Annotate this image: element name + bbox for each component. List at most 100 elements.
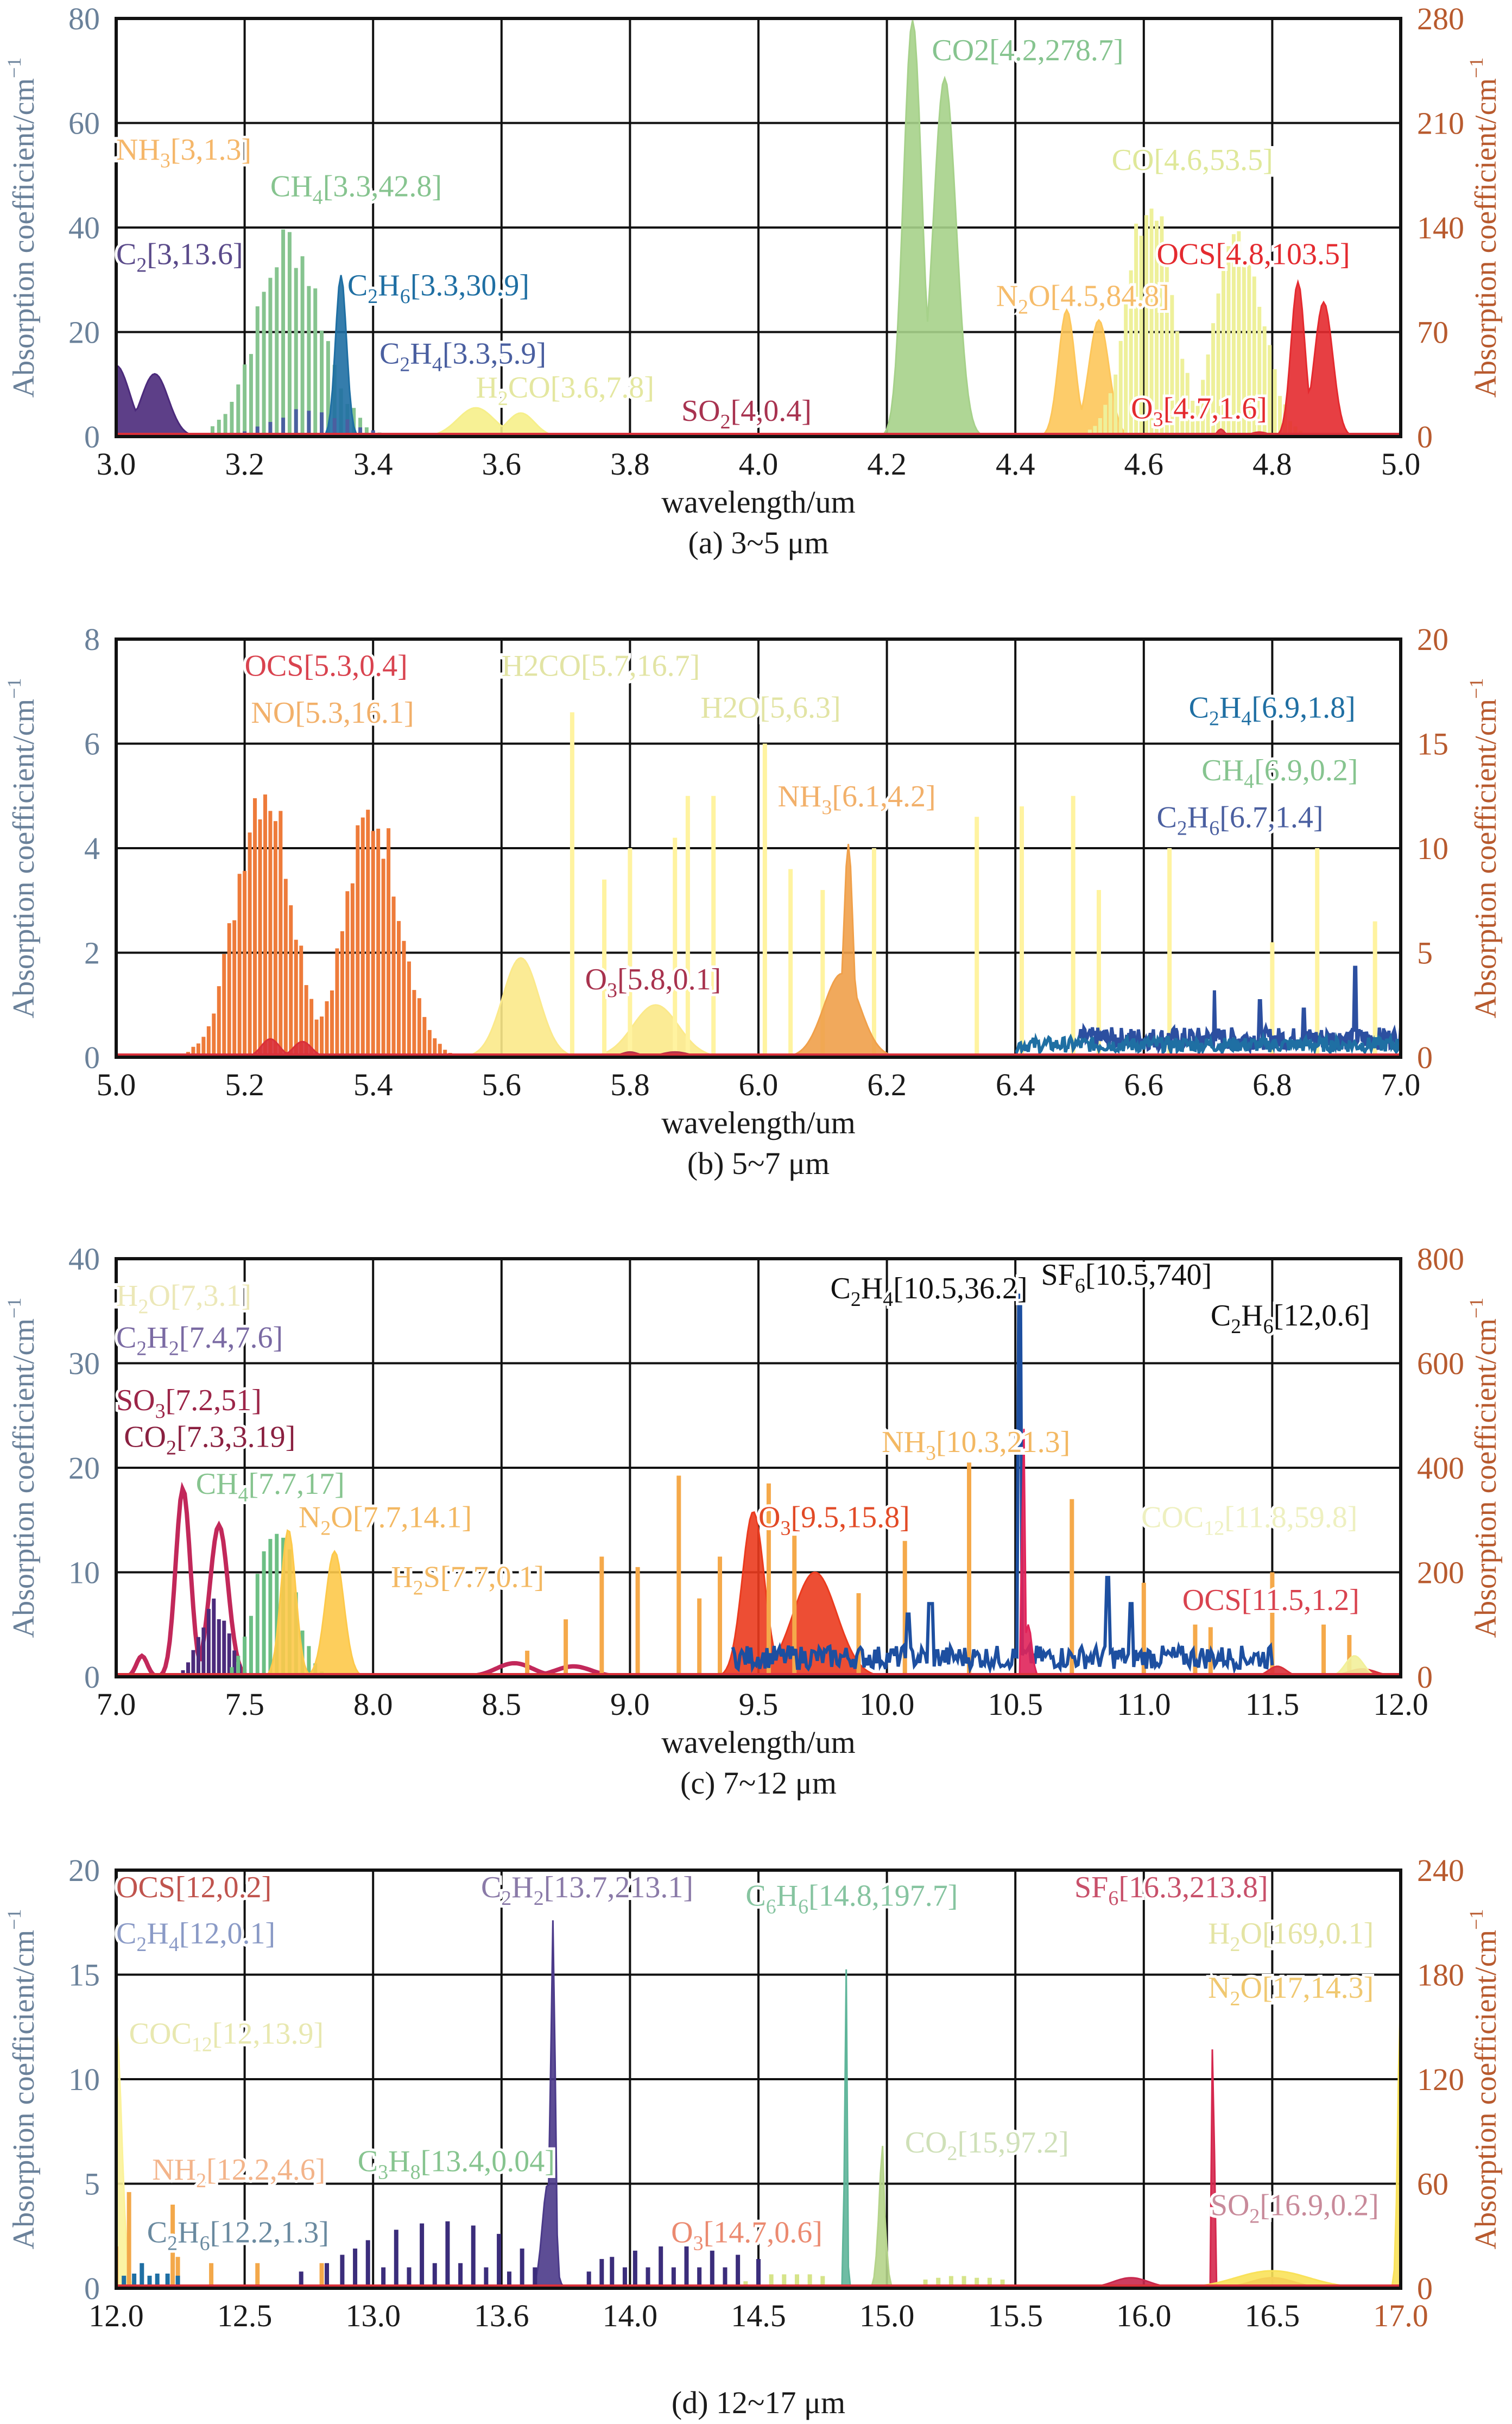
y-tick-label-left: 5: [84, 2167, 100, 2202]
panel-d: 12.0 12.5 13.0 13.6 14.0 14.5 15.0 15.5 16.0 16.5…: [3, 1853, 1503, 2420]
y-tick-label-left: 20: [68, 1853, 100, 1888]
y-axis-label-right: Absorption coefficient/cm−1: [1465, 1298, 1503, 1638]
x-tick-label: 3.6: [482, 446, 522, 482]
annotation-label: O3[4.7,1.6]: [1131, 392, 1267, 431]
y-tick-label-right: 120: [1417, 2062, 1464, 2097]
y-tick-label-left: 4: [84, 831, 100, 866]
y-tick-label-right: 280: [1417, 1, 1464, 36]
y-tick-label-right: 200: [1417, 1555, 1464, 1590]
annotation-label: C6H6[14.8,197.7]: [745, 1879, 958, 1918]
annotation-label: C3H8[13.4,0.04]: [358, 2144, 555, 2183]
y-tick-label-left: 20: [68, 315, 100, 350]
series-area: [116, 1529, 1401, 1677]
x-axis-label: wavelength/um: [661, 1725, 856, 1760]
y-tick-label-right: 400: [1417, 1450, 1464, 1486]
x-axis-label: wavelength/um: [661, 1105, 856, 1140]
annotation-label: CO[4.6,53.5]: [1112, 143, 1273, 177]
annotation-label: C2H6[12.2,1.3]: [147, 2215, 329, 2255]
annotation-label: CH4[6.9,0.2]: [1201, 754, 1358, 793]
annotation-label: C2H6[6.7,1.4]: [1156, 801, 1323, 840]
x-tick-label: 3.0: [97, 446, 136, 482]
annotation-label: SF6[10.5,740]: [1041, 1258, 1212, 1297]
y-tick-label-right: 20: [1417, 622, 1448, 657]
y-axis-label-left: Absorption coefficient/cm−1: [3, 1298, 41, 1638]
series-c2h2-comb: [299, 2221, 761, 2288]
series-area: [116, 275, 1401, 437]
annotation-label: NH3[3,1.3]: [116, 133, 251, 172]
annotation-label: C2[3,13.6]: [116, 237, 243, 276]
y-tick-label-right: 70: [1417, 315, 1448, 350]
x-tick-label: 8.0: [353, 1687, 393, 1722]
y-tick-label-right: 5: [1417, 936, 1433, 971]
y-axis-label-left: Absorption coefficient/cm−1: [3, 678, 41, 1019]
y-tick-label-left: 0: [84, 2271, 100, 2306]
x-tick-label: 7.0: [1381, 1067, 1421, 1102]
annotation-label: C2H2[7.4,7.6]: [116, 1321, 283, 1360]
series-line: [1015, 1031, 1401, 1057]
series-n2o: [116, 1529, 1401, 1677]
x-tick-label: 6.8: [1252, 1067, 1292, 1102]
annotation-label: NH2[12.2,4.6]: [152, 2153, 325, 2192]
annotation-label: NH3[6.1,4.2]: [777, 780, 935, 819]
panel-caption: (b) 5~7 μm: [687, 1146, 830, 1181]
annotation-label: COC12[12,13.9]: [129, 2017, 324, 2056]
x-tick-label: 3.2: [225, 446, 264, 482]
y-tick-label-left: 10: [68, 2062, 100, 2097]
y-axis-label-left: Absorption coefficient/cm−1: [3, 1909, 41, 2250]
y-tick-label-left: 20: [68, 1450, 100, 1486]
annotation-label: C2H4[12,0.1]: [116, 1917, 275, 1956]
x-tick-label: 14.0: [603, 2298, 658, 2333]
series-ch4: [210, 229, 407, 437]
annotation-label: H2CO[3.6,7.8]: [476, 371, 654, 410]
plot-frame: [115, 1257, 1402, 1678]
annotation-label: C2H4[10.5,36.2]: [830, 1272, 1027, 1311]
panel-caption: (a) 3~5 μm: [688, 525, 829, 560]
y-tick-label-right: 800: [1417, 1241, 1464, 1277]
x-tick-label: 5.2: [225, 1067, 264, 1102]
x-tick-label: 16.0: [1116, 2298, 1172, 2333]
y-tick-label-left: 30: [68, 1346, 100, 1381]
x-axis-label: wavelength/um: [661, 484, 856, 520]
y-tick-label-left: 0: [84, 1040, 100, 1075]
x-tick-label: 11.0: [1117, 1687, 1171, 1722]
annotation-label: C2H6[12,0.6]: [1211, 1299, 1370, 1338]
x-tick-label: 14.5: [731, 2298, 786, 2333]
grid: [116, 18, 1401, 437]
grid: [116, 1870, 1401, 2288]
x-tick-label: 9.0: [610, 1687, 650, 1722]
x-tick-label: 15.5: [988, 2298, 1043, 2333]
x-tick-label: 5.0: [97, 1067, 136, 1102]
x-tick-label: 3.4: [353, 446, 393, 482]
y-axis-label-right: Absorption coefficient/cm−1: [1465, 1909, 1503, 2250]
series-line: [731, 1293, 1274, 1675]
x-tick-label: 5.4: [353, 1067, 393, 1102]
annotation-label: C2H4[3.3,5.9]: [379, 337, 546, 376]
y-tick-label-left: 60: [68, 106, 100, 141]
x-tick-label: 6.4: [996, 1067, 1035, 1102]
annotation-label: H2S[7.7,0.1]: [391, 1560, 544, 1599]
annotation-label: N2O[17,14.3]: [1208, 1971, 1374, 2010]
y-tick-label-right: 0: [1417, 1659, 1433, 1695]
plot-frame: [115, 637, 1402, 1059]
y-tick-label-left: 15: [68, 1958, 100, 1993]
x-tick-label: 12.5: [217, 2298, 273, 2333]
x-tick-label: 6.0: [739, 1067, 779, 1102]
x-tick-label: 7.0: [97, 1687, 136, 1722]
plot-frame: [115, 1868, 1402, 2290]
x-tick-label: 15.0: [859, 2298, 915, 2333]
y-tick-label-right: 15: [1417, 727, 1448, 762]
y-tick-label-left: 6: [84, 727, 100, 762]
x-tick-label: 4.2: [867, 446, 907, 482]
annotation-label: C2H2[13.7,213.1]: [481, 1871, 693, 1910]
annotation-label: O3[14.7,0.6]: [671, 2215, 823, 2255]
series-area: [116, 308, 1401, 437]
annotation-label: COC12[11.8,59.8]: [1141, 1501, 1357, 1540]
series-o3: [116, 1511, 1401, 1677]
annotation-label: CH4[7.7,17]: [196, 1467, 345, 1506]
annotation-label: O3[9.5,15.8]: [758, 1501, 910, 1540]
annotation-label: H2CO[5.7,16.7]: [502, 649, 700, 683]
y-axis-label-right: Absorption coefficient/cm−1: [1465, 678, 1503, 1019]
x-tick-label: 5.8: [610, 1067, 650, 1102]
y-tick-label-right: 240: [1417, 1853, 1464, 1888]
x-tick-label: 10.5: [988, 1687, 1043, 1722]
